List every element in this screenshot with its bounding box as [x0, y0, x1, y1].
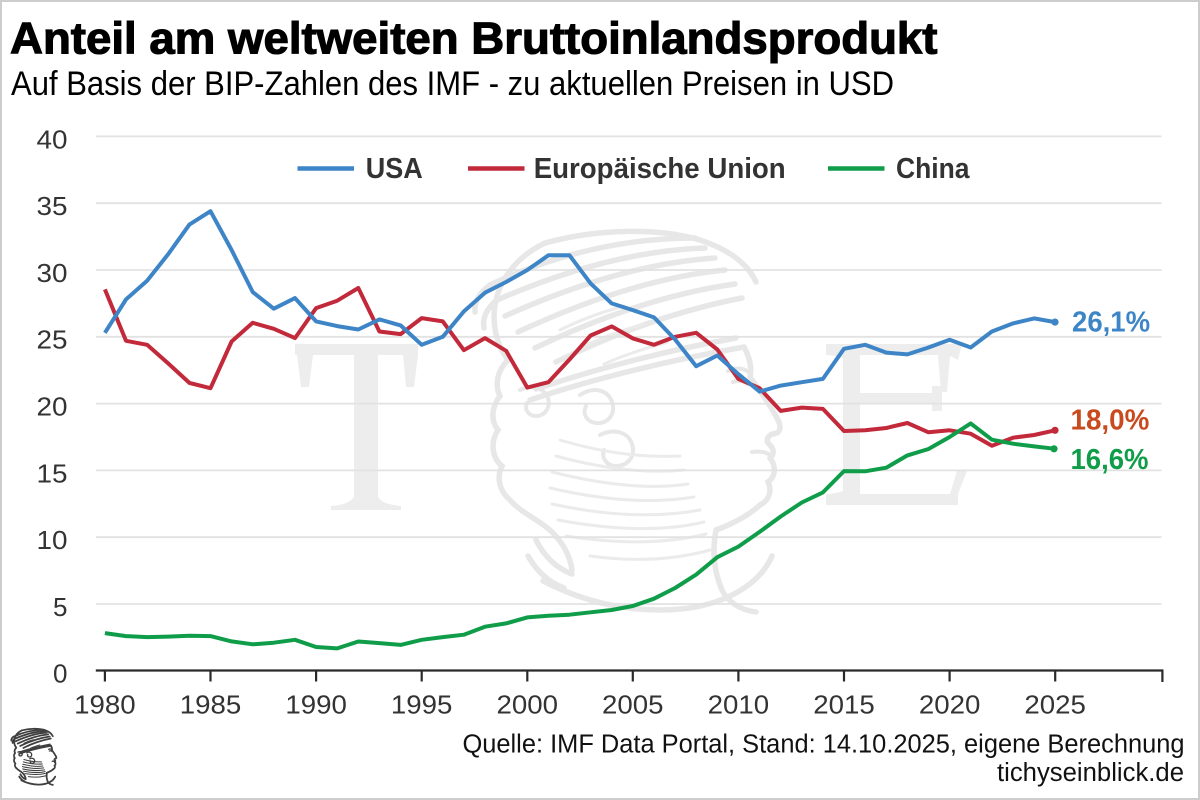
svg-text:China: China	[896, 153, 970, 185]
svg-text:1985: 1985	[180, 690, 242, 720]
svg-text:Auf Basis der BIP-Zahlen des I: Auf Basis der BIP-Zahlen des IMF - zu ak…	[11, 65, 894, 103]
svg-text:18,0%: 18,0%	[1071, 404, 1150, 436]
svg-text:5: 5	[53, 592, 67, 622]
svg-text:tichyseinblick.de: tichyseinblick.de	[997, 759, 1184, 787]
svg-text:Quelle: IMF Data Portal, Stand: Quelle: IMF Data Portal, Stand: 14.10.20…	[463, 731, 1185, 759]
svg-text:20: 20	[37, 392, 68, 422]
svg-text:2020: 2020	[919, 690, 981, 720]
svg-text:2000: 2000	[497, 690, 559, 720]
svg-text:30: 30	[37, 258, 68, 288]
svg-text:2015: 2015	[813, 690, 875, 720]
svg-text:35: 35	[37, 191, 68, 221]
svg-text:0: 0	[53, 659, 67, 689]
svg-text:2005: 2005	[602, 690, 664, 720]
svg-text:1980: 1980	[74, 690, 136, 720]
svg-text:2025: 2025	[1024, 690, 1086, 720]
svg-text:25: 25	[37, 325, 68, 355]
svg-text:10: 10	[37, 525, 68, 555]
svg-text:1995: 1995	[391, 690, 453, 720]
svg-text:Anteil am weltweiten Bruttoinl: Anteil am weltweiten Bruttoinlandsproduk…	[10, 14, 938, 63]
svg-text:Europäische Union: Europäische Union	[534, 153, 786, 185]
svg-text:15: 15	[37, 458, 68, 488]
svg-text:40: 40	[37, 124, 68, 154]
svg-text:USA: USA	[366, 153, 423, 185]
svg-text:16,6%: 16,6%	[1071, 444, 1149, 476]
svg-text:2010: 2010	[708, 690, 770, 720]
svg-text:1990: 1990	[285, 690, 347, 720]
svg-text:26,1%: 26,1%	[1072, 307, 1150, 339]
